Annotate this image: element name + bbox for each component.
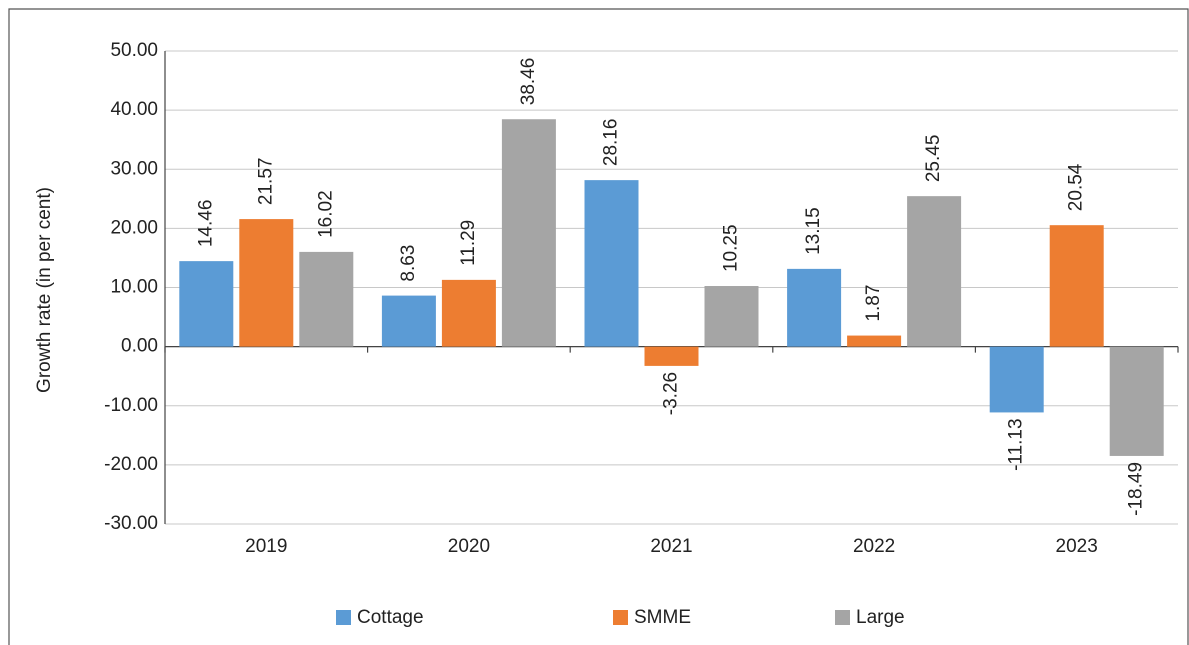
- legend-label: SMME: [634, 607, 691, 628]
- y-tick-label: 40.00: [110, 99, 158, 120]
- legend-swatch: [336, 610, 351, 625]
- bar: [239, 219, 294, 347]
- y-tick-label: -10.00: [104, 395, 158, 416]
- legend-label: Large: [856, 607, 905, 628]
- y-axis-label: Growth rate (in per cent): [34, 187, 55, 393]
- data-label: 13.15: [803, 207, 824, 255]
- bar: [644, 346, 699, 366]
- data-label: 1.87: [863, 285, 884, 322]
- data-label: 25.45: [923, 135, 944, 183]
- bar: [847, 335, 902, 347]
- data-label: 14.46: [195, 200, 216, 248]
- data-label: 16.02: [315, 190, 336, 238]
- bar: [381, 295, 436, 347]
- bar: [704, 286, 759, 347]
- bar: [299, 251, 354, 347]
- bar: [1109, 346, 1164, 456]
- y-tick-label: 30.00: [110, 158, 158, 179]
- bar: [584, 180, 639, 347]
- data-label: -3.26: [661, 372, 682, 415]
- data-label: 21.57: [255, 158, 276, 206]
- x-tick-label: 2019: [245, 536, 287, 557]
- data-label: -11.13: [1006, 418, 1027, 470]
- data-label: 28.16: [601, 119, 622, 167]
- y-tick-label: -20.00: [104, 454, 158, 475]
- bar: [441, 279, 496, 347]
- data-label: 20.54: [1066, 163, 1087, 211]
- x-tick-label: 2021: [650, 536, 692, 557]
- data-label: 11.29: [458, 220, 479, 266]
- data-label: -18.49: [1126, 462, 1147, 516]
- legend-label: Cottage: [357, 607, 424, 628]
- bar: [907, 196, 962, 347]
- frame: [8, 8, 1189, 645]
- bar: [179, 261, 234, 347]
- legend-swatch: [835, 610, 850, 625]
- y-tick-label: 0.00: [121, 336, 158, 357]
- y-tick-label: 20.00: [110, 217, 158, 238]
- bar: [501, 119, 556, 347]
- x-tick-label: 2023: [1056, 536, 1098, 557]
- legend-swatch: [613, 610, 628, 625]
- y-tick-label: -30.00: [104, 513, 158, 534]
- bar: [787, 268, 842, 347]
- bar: [1049, 225, 1104, 347]
- bar: [989, 346, 1044, 413]
- data-label: 38.46: [518, 58, 539, 106]
- x-tick-label: 2020: [448, 536, 490, 557]
- x-tick-label: 2022: [853, 536, 895, 557]
- data-label: 8.63: [398, 245, 419, 282]
- data-label: 10.25: [721, 224, 742, 272]
- y-tick-label: 50.00: [110, 40, 158, 61]
- y-tick-label: 10.00: [110, 277, 158, 298]
